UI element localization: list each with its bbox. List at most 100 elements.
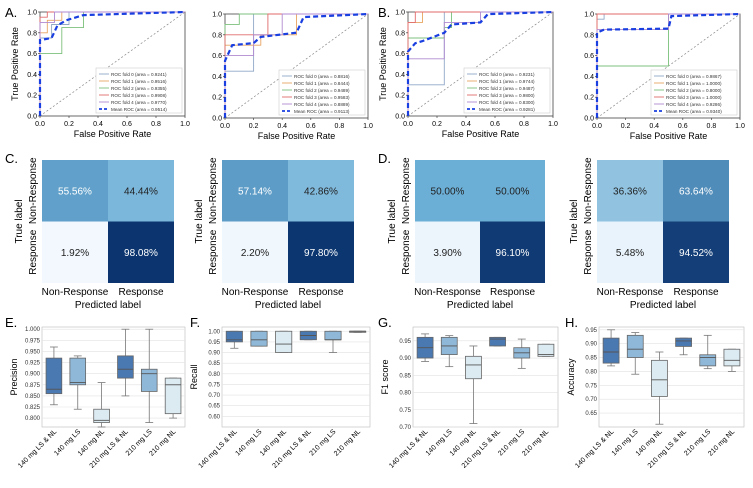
legend-entry: ROC fold 0 (area = 0.8816)	[294, 74, 350, 79]
y-axis-label: True Positive Rate	[378, 27, 388, 101]
legend-entry: Mean ROC (area = 0.9281)	[479, 107, 535, 112]
y-tick-label: 0.900	[25, 372, 41, 378]
cm-cell-value: 55.56%	[58, 186, 92, 197]
legend-box	[95, 67, 183, 114]
y-tick-label: 0.85	[585, 356, 597, 362]
box-body	[275, 330, 293, 353]
y-tick-label: 0.800	[25, 416, 41, 422]
chance-diagonal	[39, 11, 186, 117]
recall-boxplot: 0.60 0.65 0.70 0.75 0.80 0.85 0.90 0.95 1.00 140 …	[189, 326, 371, 470]
x-tick-label: 0.2	[621, 123, 631, 130]
cm-cell-value: 96.10%	[496, 248, 530, 259]
y-tick-label: 1.0	[212, 12, 222, 19]
confusion-matrix-c-right: 57.14% 42.86% 2.20% 97.80% Non-Response Respo…	[194, 157, 354, 311]
panel-label-f: F.	[190, 315, 200, 330]
y-tick-label: 0.4	[584, 74, 594, 81]
chance-diagonal	[407, 11, 554, 117]
box-body	[626, 334, 644, 358]
x-axis-label: False Positive Rate	[258, 131, 336, 141]
roc-chart-a-left: 0.0 0.2 0.4 0.6 0.8 1.0 0.0 0.2 0.4 0.6 0.8 1.0 Fals…	[10, 10, 190, 140]
confusion-matrix-c-left: 55.56% 44.44% 1.92% 98.08% Non-Response Respo…	[14, 157, 174, 311]
y-tick-label: 0.0	[584, 116, 594, 123]
box-body	[93, 408, 110, 423]
x-tick-label: 0.4	[649, 123, 659, 130]
y-tick-label: 0.8	[27, 30, 37, 37]
cm-cell-value: 97.80%	[304, 248, 338, 259]
y-tick-label: 1.00	[208, 329, 220, 335]
roc-chart-a-right: 0.0 0.2 0.4 0.6 0.8 1.0 0.0 0.2 0.4 0.6 0.8 1.0 Fals…	[212, 12, 373, 142]
legend-entry: ROC fold 2 (area = 0.8000)	[666, 88, 722, 93]
y-tick-label: 0.75	[399, 408, 411, 414]
y-tick-label: 0.95	[399, 339, 411, 345]
legend-entry: ROC fold 4 (area = 0.9286)	[666, 102, 722, 107]
x-category-label: 210 mg NL	[333, 428, 362, 457]
cm-cell-value: 50.00%	[496, 186, 530, 197]
panel-label-a: A.	[5, 5, 17, 20]
y-tick-label: 0.90	[208, 351, 220, 357]
plot-frame	[221, 326, 371, 428]
x-tick-label: 0.4	[461, 121, 471, 128]
cm-cell	[480, 160, 545, 222]
roc-line-mean	[406, 10, 554, 116]
y-tick-label: 0.4	[395, 72, 405, 79]
cm-col-label: Response	[118, 287, 163, 298]
legend-box	[463, 67, 551, 114]
cm-cell	[663, 221, 729, 283]
y-tick-label: 0.85	[399, 373, 411, 379]
cm-cell	[42, 221, 108, 283]
x-category-label: 210 mg NL	[521, 428, 550, 457]
chance-diagonal	[224, 13, 369, 119]
cm-cell-value: 1.92%	[61, 248, 89, 259]
x-tick-label: 0.6	[678, 123, 688, 130]
x-category-label: 210 mg NL	[707, 428, 736, 457]
y-tick-label: 0.65	[585, 411, 597, 417]
legend-entry: ROC fold 0 (area = 0.9231)	[479, 72, 535, 77]
cm-row-label: Non-Response	[208, 157, 219, 224]
x-category-label: 140 mg LS & NL	[388, 428, 429, 469]
legend-entry: ROC fold 2 (area = 0.9489)	[294, 88, 350, 93]
x-tick-label: 1.0	[180, 121, 190, 128]
y-tick-label: 0.85	[208, 361, 220, 367]
x-tick-label: 1.0	[548, 121, 558, 128]
x-axis-label: Predicted label	[447, 300, 513, 311]
legend-entry: Mean ROC (area = 0.9514)	[111, 107, 167, 112]
x-tick-label: 0.8	[335, 123, 345, 130]
x-axis-label: False Positive Rate	[630, 131, 708, 141]
panel-label-d: D.	[378, 151, 391, 166]
x-axis-label: Predicted label	[255, 300, 321, 311]
x-tick-label: 0.2	[432, 121, 442, 128]
x-tick-label: 0.0	[220, 123, 230, 130]
y-tick-label: 0.2	[212, 95, 222, 102]
x-axis-label: False Positive Rate	[442, 129, 520, 139]
y-tick-label: 0.70	[208, 393, 220, 399]
y-tick-label: 0.75	[585, 383, 597, 389]
cm-row-label: Response	[401, 229, 412, 274]
legend-entry: Mean ROC (area = 0.9340)	[666, 109, 722, 114]
cm-cell	[415, 160, 480, 222]
cm-cell-value: 3.90%	[433, 248, 461, 259]
panel-label-e: E.	[5, 315, 17, 330]
cm-col-label: Non-Response	[597, 287, 664, 298]
legend-entry: ROC fold 2 (area = 0.9487)	[479, 86, 535, 91]
legend-box	[278, 69, 366, 116]
y-tick-label: 0.6	[584, 53, 594, 60]
plot-frame	[598, 326, 745, 428]
box-body	[651, 359, 668, 397]
legend-entry: ROC fold 3 (area = 0.9583)	[294, 95, 350, 100]
cm-col-label: Non-Response	[222, 287, 289, 298]
cm-row-label: Response	[583, 229, 594, 274]
x-tick-label: 0.4	[277, 123, 287, 130]
box-body	[675, 337, 692, 347]
x-tick-label: 0.6	[122, 121, 132, 128]
x-tick-label: 0.8	[151, 121, 161, 128]
cm-cell	[663, 160, 729, 222]
y-axis-label: Accuracy	[566, 358, 576, 396]
cm-cell-value: 44.44%	[124, 186, 158, 197]
y-tick-label: 0.2	[395, 93, 405, 100]
y-tick-label: 0.4	[27, 72, 37, 79]
box-body	[537, 343, 555, 357]
cm-row-label: Non-Response	[28, 157, 39, 224]
y-tick-label: 0.6	[212, 53, 222, 60]
cm-cell	[222, 160, 288, 222]
y-tick-label: 1.000	[25, 327, 41, 333]
